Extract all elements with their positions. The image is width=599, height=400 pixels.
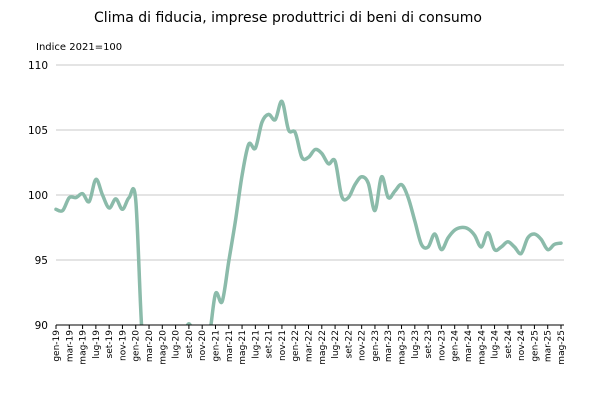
x-tick-label: lug-19	[92, 330, 102, 359]
x-tick-label: mag-23	[398, 330, 408, 365]
x-tick-label: mag-19	[79, 330, 89, 365]
x-tick-label: mar-20	[145, 330, 155, 362]
x-tick-label: mag-21	[238, 330, 248, 365]
series-layer	[54, 99, 563, 325]
x-tick-label: set-19	[105, 330, 115, 359]
x-tick-label: gen-19	[52, 330, 62, 362]
x-tick-label: nov-21	[278, 330, 288, 361]
y-tick-label: 100	[28, 190, 48, 202]
x-tick-label: nov-20	[198, 330, 208, 361]
x-tick-label: nov-22	[358, 330, 368, 361]
x-tick-label: mar-21	[225, 330, 235, 362]
x-tick-label: nov-24	[517, 330, 527, 361]
x-tick-label: set-22	[344, 330, 354, 358]
x-tick-label: lug-23	[411, 330, 421, 359]
x-tick-label: set-20	[185, 330, 195, 359]
x-tick-label: lug-22	[331, 330, 341, 359]
series-line	[54, 99, 563, 325]
chart-title: Clima di fiducia, imprese produttrici di…	[94, 10, 482, 26]
x-tick-label: gen-20	[132, 330, 142, 362]
x-tick-label: lug-24	[491, 330, 501, 359]
x-tick-label: gen-24	[451, 330, 461, 362]
y-axis-label: Indice 2021=100	[36, 42, 122, 53]
y-tick-label: 105	[28, 125, 48, 137]
x-tick-label: lug-20	[172, 330, 182, 359]
x-tick-label: lug-21	[251, 330, 261, 359]
x-tick-label: mar-19	[65, 330, 75, 362]
x-tick-label: gen-21	[211, 330, 221, 362]
x-tick-label: set-21	[265, 330, 275, 358]
x-tick-label: gen-23	[371, 330, 381, 362]
x-tick-label: mar-24	[464, 330, 474, 362]
x-tick-label: gen-25	[530, 330, 540, 362]
x-tick-label: mag-22	[318, 330, 328, 365]
x-tick-label: gen-22	[291, 330, 301, 362]
x-tick-label: mar-23	[384, 330, 394, 362]
y-tick-label: 90	[35, 320, 48, 332]
x-tick-label: mar-25	[544, 330, 554, 362]
x-tick-label: mag-25	[557, 330, 567, 365]
x-tick-label: mag-24	[477, 330, 487, 365]
x-tick-label: mar-22	[305, 330, 315, 362]
x-tick-label: mag-20	[158, 330, 168, 365]
x-tick-label: set-24	[504, 330, 514, 359]
y-axis-ticks: 90 95 100 105 110	[28, 60, 48, 332]
x-axis-ticks: gen-19 mar-19 mag-19 lug-19 set-19 nov-19 gen-…	[52, 325, 567, 365]
x-tick-label: set-23	[424, 330, 434, 358]
x-tick-label: nov-23	[437, 330, 447, 361]
y-tick-label: 95	[35, 255, 48, 267]
y-tick-label: 110	[28, 60, 48, 72]
x-tick-label: nov-19	[118, 330, 128, 361]
